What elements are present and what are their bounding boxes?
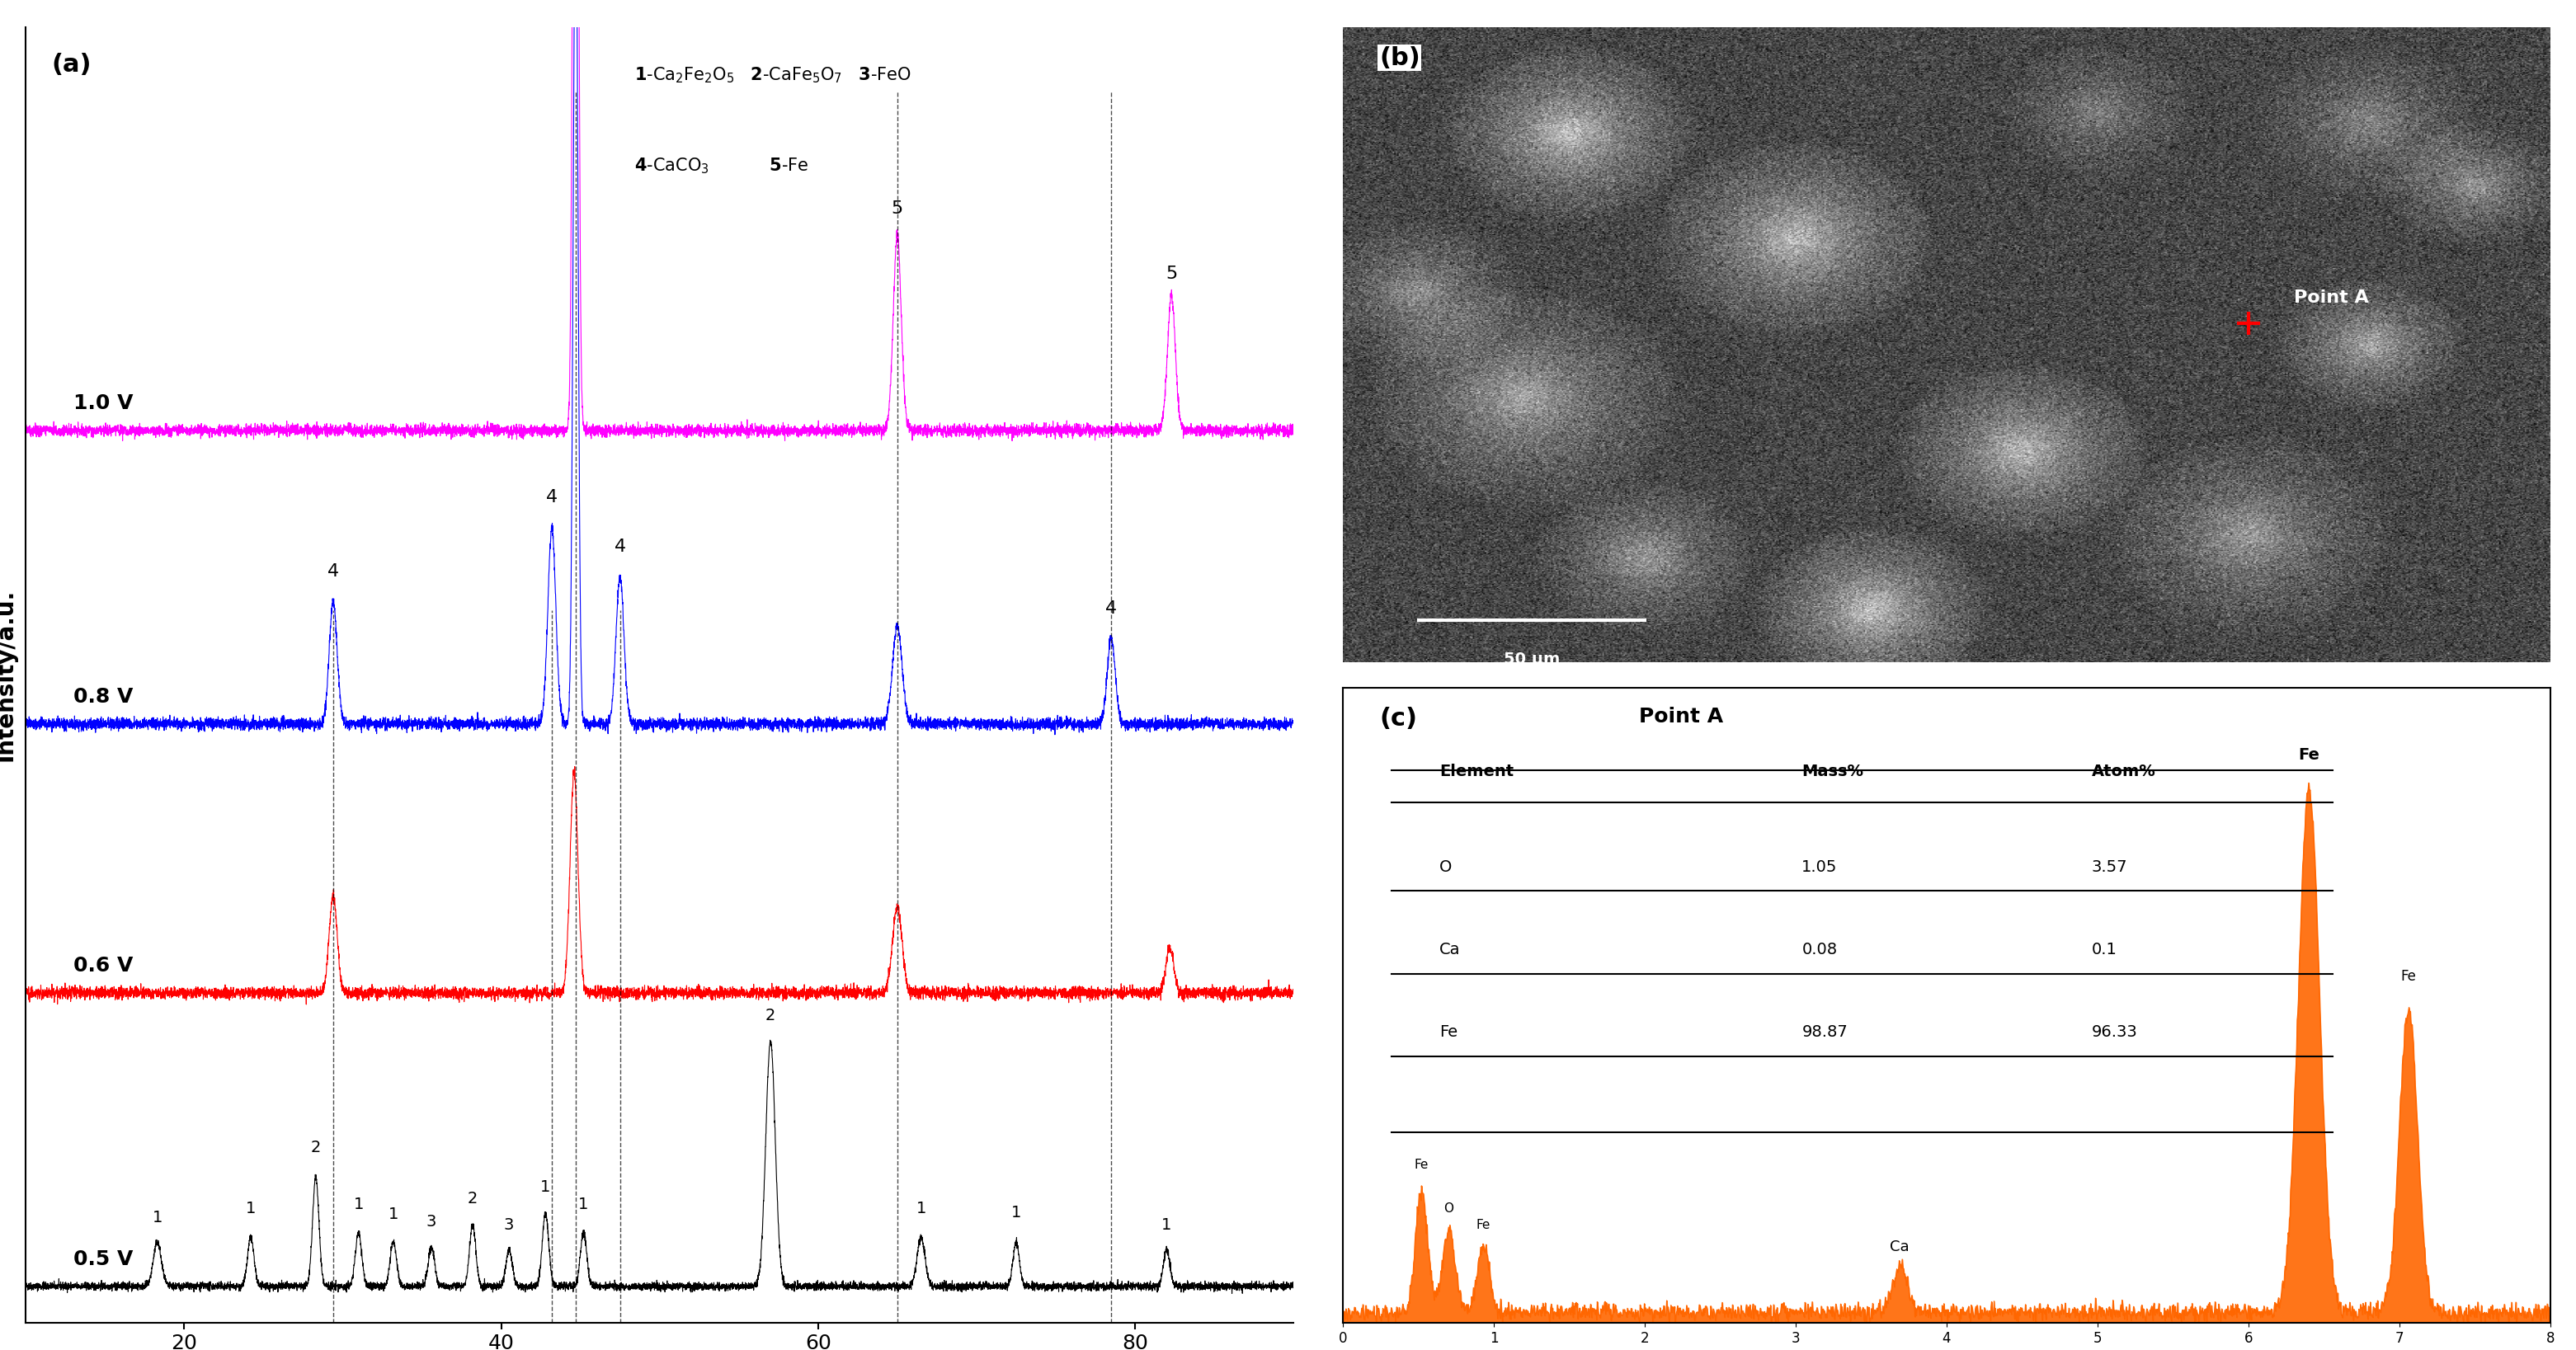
Text: Fe: Fe: [1476, 1219, 1492, 1231]
Text: 1: 1: [1162, 1218, 1172, 1233]
Text: 0.6 V: 0.6 V: [72, 956, 134, 976]
Text: Point A: Point A: [2293, 289, 2367, 305]
Text: O: O: [1443, 1203, 1453, 1215]
Text: 96.33: 96.33: [2092, 1025, 2138, 1040]
Text: 0.8 V: 0.8 V: [72, 687, 134, 707]
Text: 4: 4: [546, 489, 556, 505]
Text: 0.5 V: 0.5 V: [72, 1249, 134, 1269]
Text: 1.0 V: 1.0 V: [72, 394, 134, 413]
Text: 1: 1: [389, 1206, 399, 1222]
Text: Atom%: Atom%: [2092, 764, 2156, 779]
Y-axis label: Intensity/a.u.: Intensity/a.u.: [0, 589, 15, 761]
Text: Ca: Ca: [1440, 942, 1461, 957]
Text: 2: 2: [466, 1191, 477, 1206]
Text: O: O: [1440, 859, 1453, 875]
Text: 3: 3: [505, 1218, 515, 1233]
Text: 4: 4: [613, 539, 626, 555]
Text: 1: 1: [353, 1196, 363, 1212]
Text: 1: 1: [245, 1202, 255, 1216]
Text: (c): (c): [1378, 707, 1417, 730]
Text: Fe: Fe: [1440, 1025, 1458, 1040]
Text: 50 μm: 50 μm: [1504, 652, 1558, 667]
Text: 1: 1: [541, 1180, 551, 1195]
Text: Point A: Point A: [1638, 707, 1723, 726]
Text: Fe: Fe: [1414, 1158, 1430, 1170]
Text: 3: 3: [425, 1214, 435, 1230]
Text: 5: 5: [891, 201, 904, 217]
Text: 1: 1: [580, 1196, 590, 1212]
Text: 98.87: 98.87: [1801, 1025, 1847, 1040]
Text: 5: 5: [1164, 266, 1177, 282]
Text: Element: Element: [1440, 764, 1515, 779]
Text: $\mathbf{1}$-Ca$_2$Fe$_2$O$_5$   $\mathbf{2}$-CaFe$_5$O$_7$   $\mathbf{3}$-FeO: $\mathbf{1}$-Ca$_2$Fe$_2$O$_5$ $\mathbf{…: [634, 66, 912, 85]
Text: (a): (a): [52, 53, 90, 77]
Text: (b): (b): [1378, 46, 1419, 70]
Text: Mass%: Mass%: [1801, 764, 1862, 779]
Text: 2: 2: [765, 1007, 775, 1023]
Text: 4: 4: [327, 563, 340, 579]
Text: 1.05: 1.05: [1801, 859, 1837, 875]
Text: $\mathbf{4}$-CaCO$_3$           $\mathbf{5}$-Fe: $\mathbf{4}$-CaCO$_3$ $\mathbf{5}$-Fe: [634, 157, 809, 176]
Text: Fe: Fe: [2401, 969, 2416, 984]
Text: 1: 1: [917, 1200, 927, 1216]
Text: 4: 4: [1105, 601, 1118, 617]
Text: Fe: Fe: [2298, 747, 2318, 763]
Text: 2: 2: [312, 1139, 322, 1156]
Text: 1: 1: [152, 1210, 162, 1226]
Text: 0.1: 0.1: [2092, 942, 2117, 957]
Text: 3.57: 3.57: [2092, 859, 2128, 875]
Text: Ca: Ca: [1891, 1239, 1909, 1254]
Text: 1: 1: [1010, 1206, 1020, 1220]
Text: 0.08: 0.08: [1801, 942, 1837, 957]
